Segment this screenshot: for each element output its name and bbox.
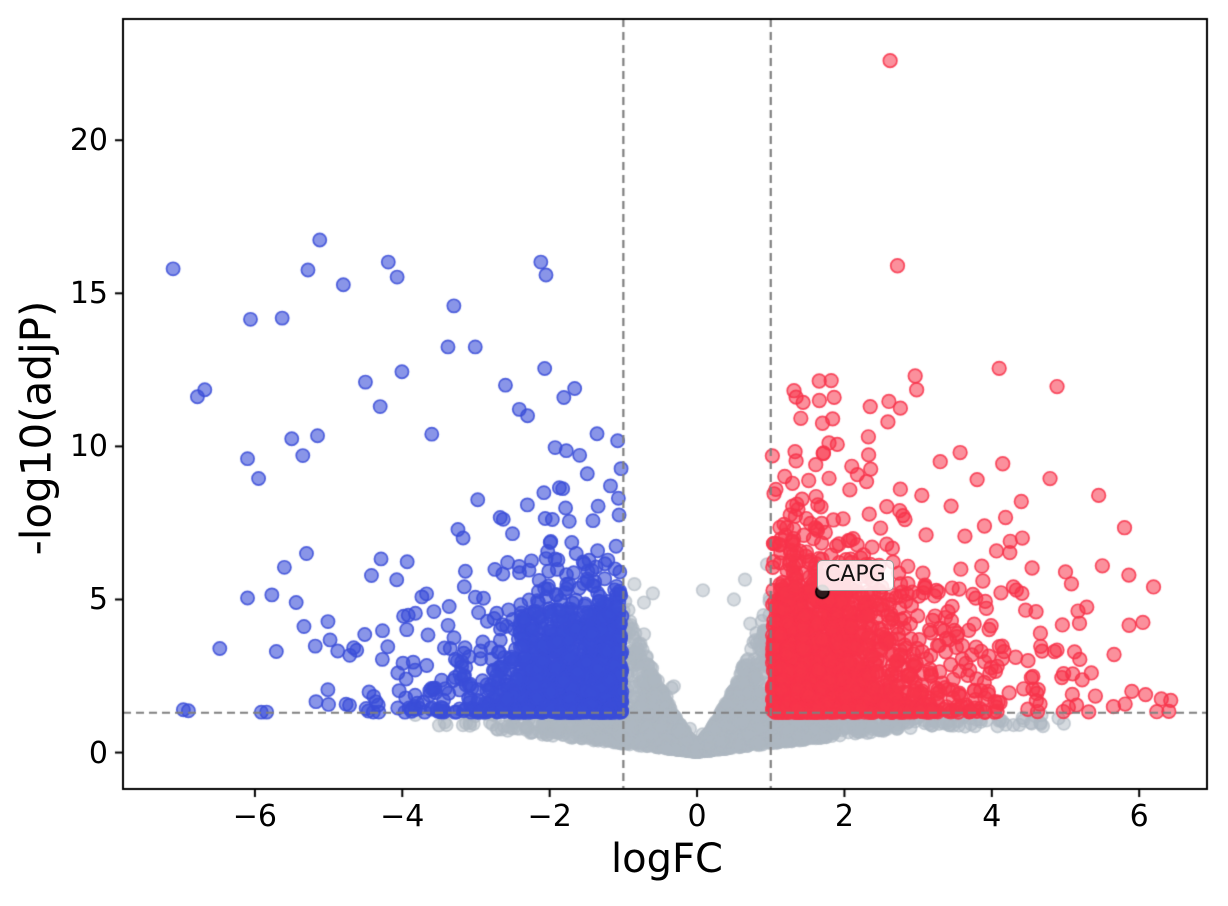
y-tick-label: 10 bbox=[69, 429, 108, 465]
y-tick-label: 15 bbox=[69, 276, 108, 312]
y-axis-label: -log10(adjP) bbox=[11, 300, 61, 556]
y-tick-label: 5 bbox=[88, 582, 108, 618]
x-tick-label: 2 bbox=[834, 799, 854, 834]
x-tick-label: 6 bbox=[1129, 799, 1149, 834]
x-tick-label: −4 bbox=[380, 799, 425, 834]
x-tick-label: 0 bbox=[687, 799, 707, 834]
x-tick-label: −6 bbox=[232, 799, 278, 834]
x-tick-label: −2 bbox=[527, 799, 572, 834]
x-tick-label: 4 bbox=[982, 799, 1002, 834]
y-tick-label: 20 bbox=[69, 123, 108, 159]
gene-label-capg: CAPG bbox=[817, 560, 894, 591]
x-axis-label: logFC bbox=[611, 836, 723, 882]
y-tick-label: 0 bbox=[88, 735, 108, 771]
